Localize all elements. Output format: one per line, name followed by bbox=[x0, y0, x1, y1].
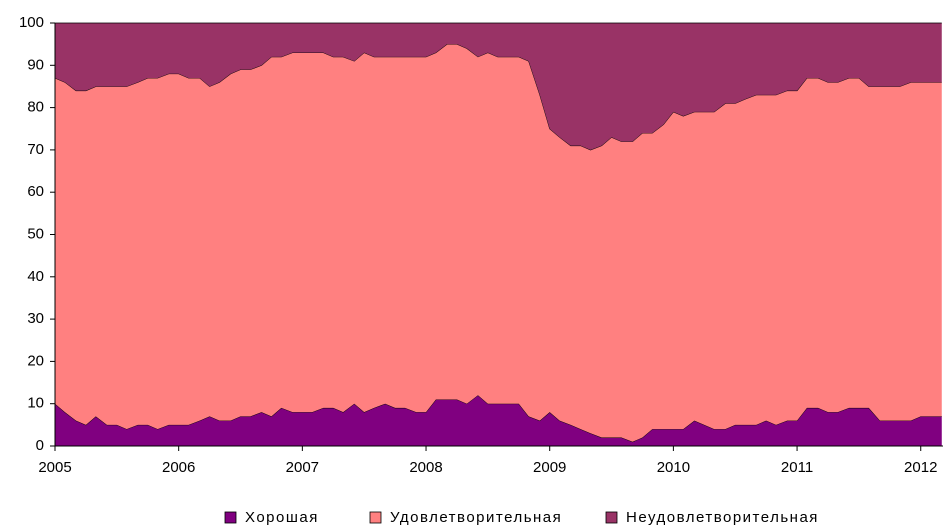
legend-label: Удовлетворительная bbox=[390, 509, 562, 526]
y-tick-label: 100 bbox=[19, 14, 44, 31]
y-tick-label: 70 bbox=[27, 141, 44, 158]
y-tick-label: 40 bbox=[27, 268, 44, 285]
legend-swatch bbox=[224, 511, 237, 524]
y-tick-label: 20 bbox=[27, 352, 44, 369]
legend-swatch bbox=[369, 511, 382, 524]
x-tick-label: 2005 bbox=[38, 459, 71, 476]
x-tick-label: 2011 bbox=[781, 459, 813, 476]
y-tick-label: 10 bbox=[27, 395, 44, 412]
y-tick-label: 30 bbox=[27, 310, 44, 327]
area bbox=[55, 44, 942, 442]
area bbox=[55, 395, 942, 446]
x-tick-label: 2010 bbox=[657, 459, 690, 476]
x-tick-label: 2009 bbox=[533, 459, 566, 476]
x-tick-label: 2007 bbox=[286, 459, 319, 476]
y-tick-label: 0 bbox=[36, 437, 44, 454]
y-tick-label: 50 bbox=[27, 225, 44, 242]
y-tick-label: 60 bbox=[27, 183, 44, 200]
legend-label: Хорошая bbox=[245, 509, 319, 526]
y-tick-label: 90 bbox=[27, 56, 44, 73]
x-tick-label: 2012 bbox=[904, 459, 937, 476]
legend-swatch bbox=[605, 511, 618, 524]
area bbox=[55, 23, 942, 150]
y-tick-label: 80 bbox=[27, 99, 44, 116]
legend-label: Неудовлетворительная bbox=[626, 509, 819, 526]
x-tick-label: 2006 bbox=[162, 459, 195, 476]
x-tick-label: 2008 bbox=[409, 459, 442, 476]
